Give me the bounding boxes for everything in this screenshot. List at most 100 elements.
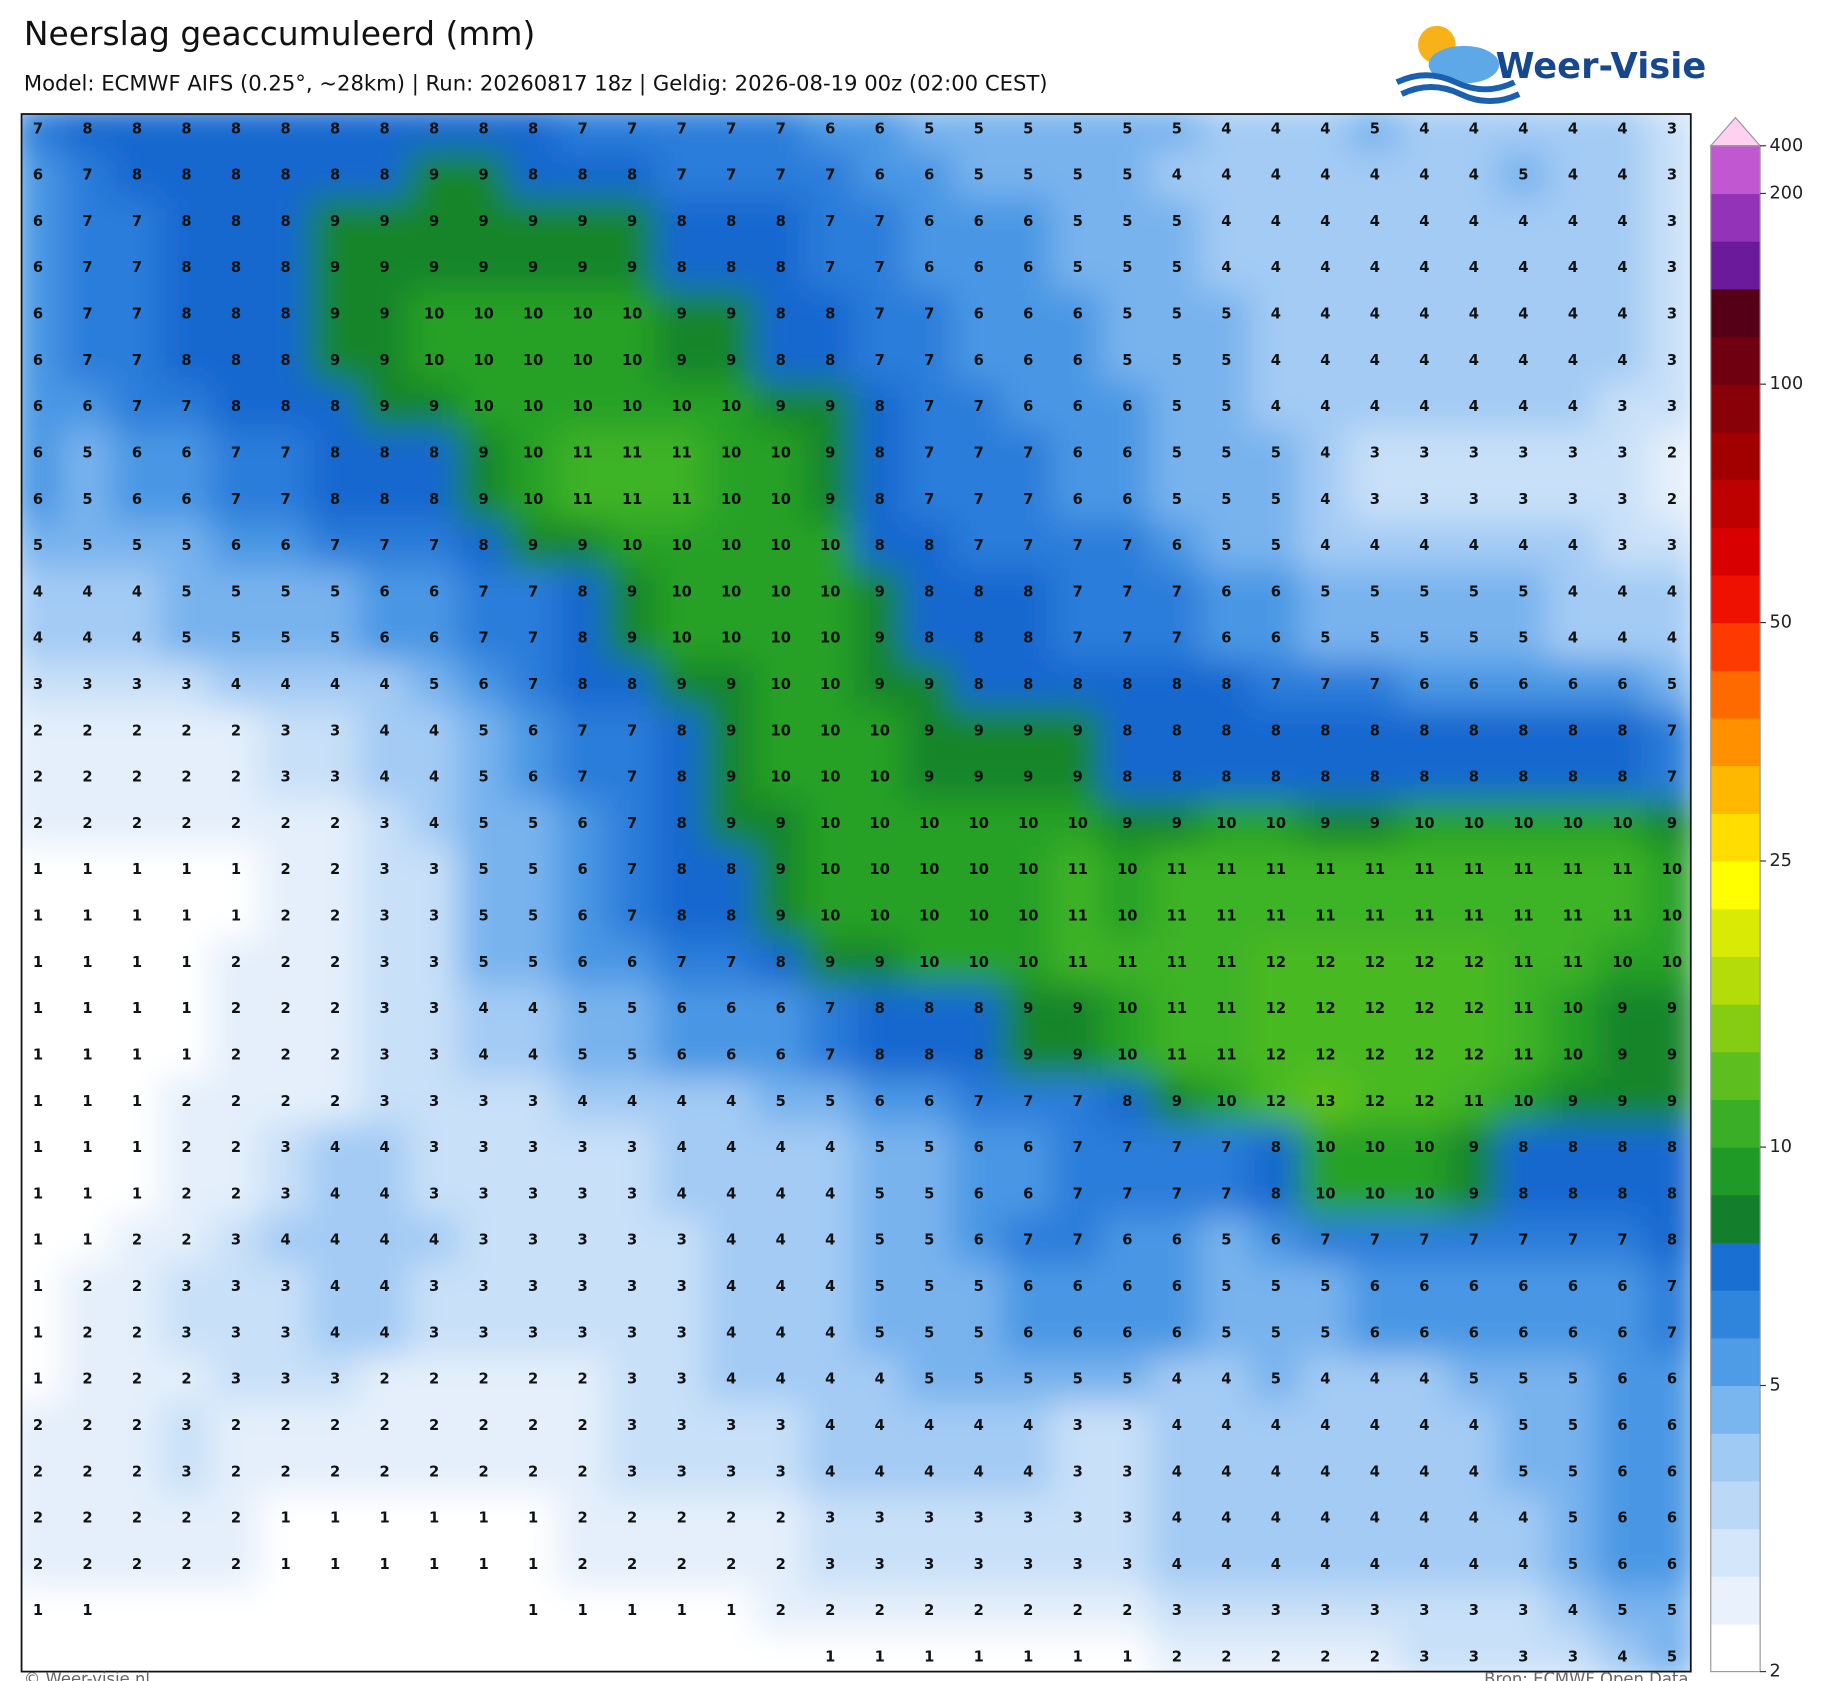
cell-value: 9	[677, 352, 687, 369]
precip-cell	[1249, 753, 1302, 802]
cell-value: 6	[825, 120, 835, 137]
cell-value: 9	[726, 769, 736, 786]
cell-value: 6	[924, 167, 934, 184]
cell-value: 3	[429, 1324, 439, 1341]
cell-value: 2	[82, 1278, 92, 1295]
precip-cell	[507, 197, 560, 247]
cell-value: 4	[726, 1185, 736, 1202]
precip-cell	[507, 114, 560, 154]
precip-cell	[1447, 568, 1500, 617]
cell-value: 3	[280, 1371, 290, 1388]
precip-cell	[606, 845, 659, 895]
precip-cell	[853, 614, 906, 664]
cell-value: 9	[479, 491, 489, 508]
cell-value: 7	[82, 306, 92, 323]
precip-cell	[21, 382, 64, 432]
cell-value: 7	[627, 722, 637, 739]
cell-value: 4	[1419, 1556, 1429, 1573]
cell-value: 1	[677, 1602, 687, 1619]
cell-value: 2	[280, 1000, 290, 1017]
precip-cell	[309, 799, 362, 849]
precip-cell	[754, 799, 807, 849]
precip-cell	[1398, 614, 1451, 664]
cell-value: 1	[132, 861, 142, 878]
cell-value: 2	[181, 1556, 191, 1573]
precip-cell	[705, 614, 758, 664]
cell-value: 8	[181, 213, 191, 230]
cell-value: 1	[1073, 1648, 1083, 1665]
cell-value: 7	[1172, 630, 1182, 647]
cell-value: 3	[825, 1510, 835, 1527]
cell-value: 5	[82, 491, 92, 508]
precip-cell	[160, 429, 213, 478]
precip-cell	[408, 1031, 461, 1080]
cell-value: 4	[1419, 120, 1429, 137]
cell-value: 5	[1568, 1463, 1578, 1480]
cell-value: 7	[974, 398, 984, 415]
precip-cell	[1002, 197, 1055, 247]
cell-value: 2	[677, 1556, 687, 1573]
precip-cell	[1447, 1031, 1500, 1080]
cell-value: 5	[181, 583, 191, 600]
precip-cell	[705, 845, 758, 895]
precip-cell	[1299, 1077, 1352, 1127]
cell-value: 4	[379, 1324, 389, 1341]
precip-cell	[21, 660, 64, 710]
precip-cell	[1249, 336, 1302, 386]
precip-cell	[705, 336, 758, 386]
cell-value: 6	[1667, 1463, 1677, 1480]
cell-value: 2	[82, 815, 92, 832]
cell-value: 7	[1073, 1185, 1083, 1202]
cell-value: 10	[424, 352, 444, 369]
cell-value: 5	[1271, 1371, 1281, 1388]
cell-value: 10	[1365, 1139, 1385, 1156]
cell-value: 8	[231, 306, 241, 323]
precip-cell	[507, 614, 560, 664]
cell-value: 10	[1117, 908, 1137, 925]
precip-cell	[1249, 799, 1302, 849]
cell-value: 7	[528, 630, 538, 647]
precip-cell	[1646, 614, 1691, 664]
cell-value: 8	[1568, 769, 1578, 786]
precip-cell	[61, 429, 114, 478]
precip-cell	[21, 475, 64, 525]
precip-cell	[1249, 706, 1302, 756]
cell-value: 2	[231, 1000, 241, 1017]
colorbar-band	[1710, 336, 1761, 385]
cell-value: 10	[1117, 1000, 1137, 1017]
precip-cell	[259, 845, 312, 895]
cell-value: 3	[677, 1324, 687, 1341]
cell-value: 11	[1216, 954, 1236, 971]
cell-value: 1	[82, 908, 92, 925]
precip-cell	[1051, 290, 1104, 339]
precip-cell	[903, 845, 956, 895]
cell-value: 8	[528, 167, 538, 184]
colorbar-band	[1710, 622, 1761, 671]
cell-value: 4	[825, 1278, 835, 1295]
precip-cell	[606, 984, 659, 1034]
precip-cell	[111, 151, 163, 200]
cell-value: 8	[677, 861, 687, 878]
cell-value: 10	[523, 352, 543, 369]
cell-value: 5	[875, 1139, 885, 1156]
cell-value: 12	[1365, 1093, 1385, 1110]
precip-cell	[61, 114, 114, 154]
cell-value: 3	[1023, 1510, 1033, 1527]
precip-cell	[1150, 938, 1203, 988]
cell-value: 2	[776, 1510, 786, 1527]
cell-value: 9	[825, 444, 835, 461]
cell-value: 3	[677, 1417, 687, 1434]
cell-value: 10	[1563, 1046, 1583, 1063]
cell-value: 10	[969, 815, 989, 832]
cell-value: 5	[1320, 583, 1330, 600]
precip-cell	[1497, 614, 1550, 664]
cell-value: 12	[1365, 1046, 1385, 1063]
cell-value: 5	[875, 1324, 885, 1341]
cell-value: 2	[33, 815, 43, 832]
precip-cell	[309, 336, 362, 386]
precip-cell	[1398, 1031, 1451, 1080]
precip-cell	[1447, 429, 1500, 478]
precip-cell	[853, 114, 906, 154]
precip-cell	[1249, 290, 1302, 339]
cell-value: 4	[1271, 1556, 1281, 1573]
